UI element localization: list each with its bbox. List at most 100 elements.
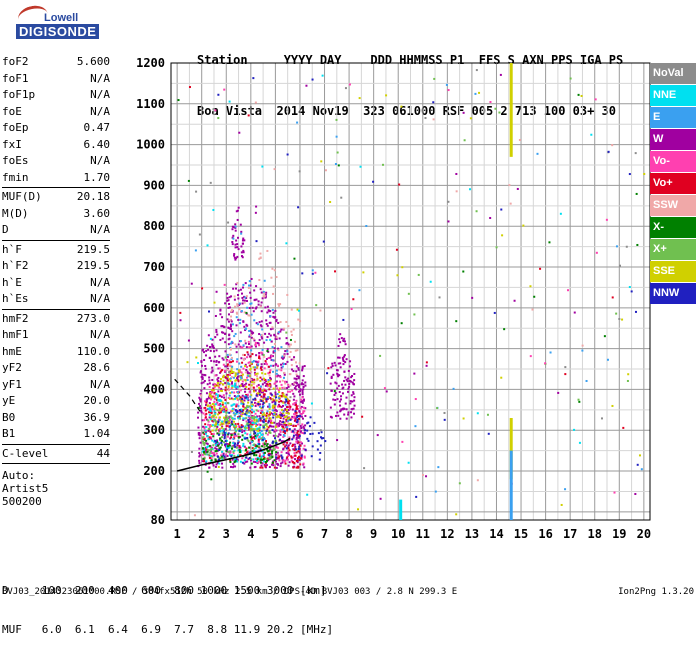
legend-item: NoVal	[650, 63, 696, 84]
param-label: yF1	[2, 377, 22, 391]
echo-point	[249, 424, 252, 427]
echo-point	[240, 371, 243, 374]
echo-point	[284, 403, 287, 406]
echo-point	[206, 344, 209, 347]
y-tick-label: 1000	[136, 138, 165, 152]
echo-point	[219, 403, 222, 406]
echo-point	[229, 437, 232, 440]
echo-point	[293, 415, 296, 418]
echo-point	[228, 306, 231, 309]
echo-point	[286, 390, 289, 393]
noise-point	[227, 221, 230, 224]
echo-point	[198, 437, 201, 440]
echo-point	[282, 435, 285, 438]
echo-point	[233, 420, 236, 423]
echo-point	[273, 395, 276, 398]
echo-point	[228, 296, 231, 299]
echo-point	[293, 402, 296, 405]
echo-point	[205, 426, 208, 429]
echo-point	[291, 438, 294, 441]
echo-point	[337, 362, 340, 365]
echo-point	[223, 408, 226, 411]
echo-point	[264, 466, 267, 469]
echo-point	[268, 454, 271, 457]
echo-point	[264, 420, 267, 423]
echo-point	[228, 334, 231, 337]
echo-point	[241, 394, 244, 397]
noise-point	[322, 240, 325, 243]
echo-point	[238, 385, 241, 388]
echo-point	[236, 398, 239, 401]
echo-point	[232, 371, 235, 374]
noise-point	[286, 153, 289, 156]
echo-point	[339, 417, 342, 420]
noise-point	[522, 224, 525, 227]
noise-point	[329, 200, 332, 203]
echo-point	[269, 444, 272, 447]
echo-point	[342, 363, 345, 366]
echo-point	[280, 440, 283, 443]
noise-point	[458, 482, 461, 485]
echo-point	[232, 412, 235, 415]
noise-point	[358, 289, 361, 292]
noise-point	[232, 237, 235, 240]
echo-point	[253, 419, 256, 422]
echo-point	[291, 408, 294, 411]
echo-point	[308, 425, 311, 428]
noise-point	[340, 196, 343, 199]
param-value: 6.40	[83, 137, 111, 151]
echo-point	[283, 327, 286, 330]
echo-point	[295, 399, 298, 402]
noise-point	[334, 162, 337, 165]
echo-point	[297, 435, 300, 438]
param-row: foEp 0.47	[2, 120, 110, 137]
echo-point	[219, 313, 222, 316]
echo-point	[262, 460, 265, 463]
param-value: 5.600	[76, 55, 110, 68]
echo-point	[215, 328, 218, 331]
echo-point	[291, 430, 294, 433]
echo-point	[226, 318, 229, 321]
echo-point	[301, 417, 304, 420]
x-tick-label: 17	[563, 527, 577, 541]
echo-point	[350, 411, 353, 414]
echo-point	[264, 465, 267, 468]
echo-point	[224, 443, 227, 446]
param-value: N/A	[90, 154, 110, 167]
echo-point	[295, 388, 298, 391]
echo-point	[248, 383, 251, 386]
echo-point	[297, 417, 300, 420]
echo-point	[212, 435, 215, 438]
echo-point	[291, 461, 294, 464]
echo-point	[229, 318, 232, 321]
echo-point	[282, 356, 285, 359]
echo-point	[259, 288, 262, 291]
echo-point	[255, 372, 258, 375]
echo-point	[282, 447, 285, 450]
echo-point	[271, 267, 274, 270]
echo-point	[208, 426, 211, 429]
x-tick-label: 20	[637, 527, 651, 541]
echo-point	[282, 421, 285, 424]
echo-point	[235, 457, 238, 460]
noise-point	[379, 497, 382, 500]
noise-point	[297, 206, 300, 209]
noise-point	[385, 94, 388, 97]
echo-point	[300, 427, 303, 430]
echo-point	[216, 333, 219, 336]
echo-point	[217, 399, 220, 402]
echo-point	[238, 308, 241, 311]
echo-point	[286, 426, 289, 429]
echo-point	[282, 410, 285, 413]
echo-point	[233, 394, 236, 397]
echo-point	[241, 399, 244, 402]
echo-point	[296, 375, 299, 378]
echo-point	[216, 409, 219, 412]
echo-point	[244, 387, 247, 390]
echo-point	[297, 384, 300, 387]
echo-point	[284, 395, 287, 398]
noise-point	[209, 337, 212, 340]
param-label: foEp	[2, 121, 29, 134]
noise-point	[600, 417, 603, 420]
echo-point	[239, 435, 242, 438]
